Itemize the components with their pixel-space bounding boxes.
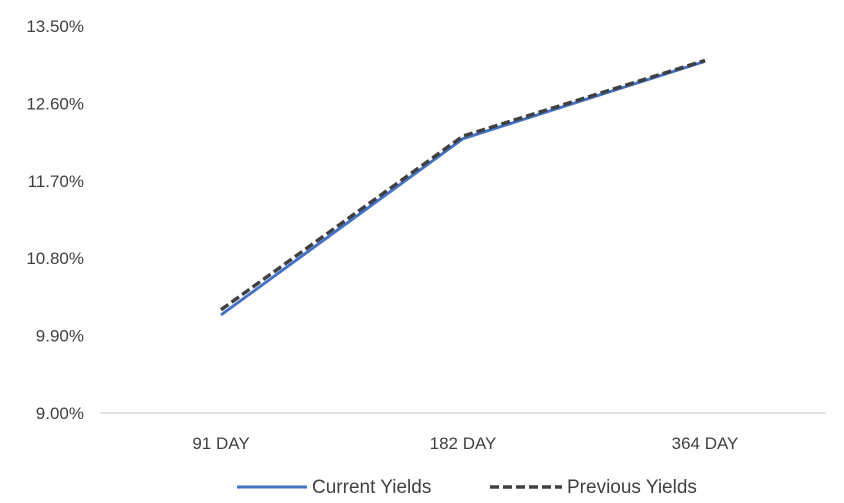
x-tick-label: 91 DAY [192, 434, 249, 453]
y-tick-label: 10.80% [26, 249, 84, 268]
x-axis-ticks: 91 DAY 182 DAY 364 DAY [192, 434, 738, 453]
x-tick-label: 364 DAY [672, 434, 739, 453]
x-tick-label: 182 DAY [430, 434, 497, 453]
y-tick-label: 11.70% [28, 172, 84, 191]
series-line-current-yields [220, 59, 706, 317]
legend-label: Previous Yields [567, 477, 697, 498]
legend: Current Yields Previous Yields [237, 477, 697, 498]
legend-label: Current Yields [312, 477, 431, 498]
series-line-previous-yields [219, 58, 706, 312]
y-tick-label: 13.50% [26, 17, 84, 36]
y-tick-label: 9.00% [36, 404, 84, 423]
y-axis-ticks: 9.00% 9.90% 10.80% 11.70% 12.60% 13.50% [26, 17, 84, 423]
y-tick-label: 9.90% [36, 327, 84, 346]
series-layer [219, 58, 706, 317]
y-tick-label: 12.60% [26, 94, 84, 113]
